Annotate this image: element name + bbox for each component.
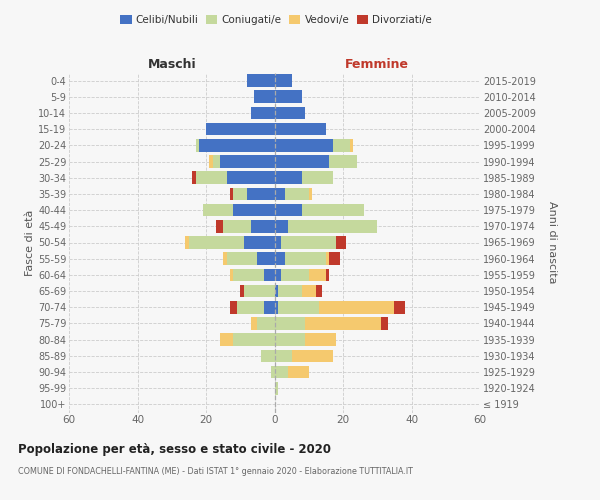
Bar: [278, 301, 319, 314]
Bar: [275, 172, 302, 184]
Bar: [227, 252, 257, 265]
Bar: [275, 382, 278, 394]
Text: Femmine: Femmine: [345, 58, 409, 71]
Bar: [185, 236, 189, 249]
Bar: [220, 334, 233, 346]
Y-axis label: Anni di nascita: Anni di nascita: [547, 201, 557, 283]
Text: Popolazione per età, sesso e stato civile - 2020: Popolazione per età, sesso e stato civil…: [18, 442, 331, 456]
Bar: [275, 106, 305, 120]
Bar: [193, 172, 196, 184]
Bar: [213, 155, 220, 168]
Bar: [244, 236, 275, 249]
Bar: [292, 350, 333, 362]
Bar: [203, 204, 233, 216]
Bar: [189, 236, 244, 249]
Bar: [326, 252, 329, 265]
Bar: [247, 188, 275, 200]
Text: COMUNE DI FONDACHELLI-FANTINA (ME) - Dati ISTAT 1° gennaio 2020 - Elaborazione T: COMUNE DI FONDACHELLI-FANTINA (ME) - Dat…: [18, 468, 413, 476]
Bar: [230, 188, 233, 200]
Bar: [275, 301, 278, 314]
Bar: [275, 123, 326, 136]
Bar: [209, 155, 213, 168]
Bar: [309, 268, 326, 281]
Bar: [329, 155, 356, 168]
Bar: [275, 252, 285, 265]
Bar: [206, 123, 275, 136]
Bar: [275, 155, 329, 168]
Bar: [227, 172, 275, 184]
Bar: [233, 268, 264, 281]
Bar: [302, 285, 316, 298]
Bar: [394, 301, 404, 314]
Bar: [275, 204, 302, 216]
Bar: [319, 301, 394, 314]
Bar: [247, 74, 275, 87]
Bar: [326, 268, 329, 281]
Bar: [288, 366, 309, 378]
Bar: [285, 252, 326, 265]
Bar: [275, 317, 305, 330]
Bar: [278, 285, 302, 298]
Bar: [275, 90, 302, 103]
Bar: [275, 285, 278, 298]
Bar: [233, 334, 275, 346]
Bar: [237, 301, 264, 314]
Bar: [196, 139, 199, 151]
Bar: [199, 139, 275, 151]
Bar: [216, 220, 223, 232]
Legend: Celibi/Nubili, Coniugati/e, Vedovi/e, Divorziati/e: Celibi/Nubili, Coniugati/e, Vedovi/e, Di…: [118, 12, 434, 27]
Bar: [223, 252, 227, 265]
Bar: [251, 220, 275, 232]
Bar: [261, 350, 275, 362]
Bar: [275, 188, 285, 200]
Bar: [316, 285, 322, 298]
Bar: [275, 268, 281, 281]
Bar: [220, 155, 275, 168]
Bar: [254, 90, 275, 103]
Bar: [275, 236, 281, 249]
Bar: [380, 317, 388, 330]
Bar: [251, 106, 275, 120]
Bar: [251, 317, 257, 330]
Bar: [275, 74, 292, 87]
Text: Maschi: Maschi: [148, 58, 196, 71]
Bar: [244, 285, 275, 298]
Bar: [233, 204, 275, 216]
Bar: [305, 317, 380, 330]
Bar: [275, 334, 305, 346]
Bar: [271, 366, 275, 378]
Bar: [350, 139, 353, 151]
Bar: [275, 350, 292, 362]
Y-axis label: Fasce di età: Fasce di età: [25, 210, 35, 276]
Bar: [233, 188, 247, 200]
Bar: [281, 236, 336, 249]
Bar: [275, 366, 288, 378]
Bar: [230, 268, 233, 281]
Bar: [230, 301, 237, 314]
Bar: [329, 252, 340, 265]
Bar: [264, 268, 275, 281]
Bar: [264, 301, 275, 314]
Bar: [309, 188, 312, 200]
Bar: [196, 172, 227, 184]
Bar: [305, 334, 336, 346]
Bar: [302, 204, 364, 216]
Bar: [281, 268, 309, 281]
Bar: [257, 317, 275, 330]
Bar: [285, 188, 309, 200]
Bar: [333, 139, 350, 151]
Bar: [288, 220, 377, 232]
Bar: [257, 252, 275, 265]
Bar: [240, 285, 244, 298]
Bar: [302, 172, 333, 184]
Bar: [275, 220, 288, 232]
Bar: [275, 139, 333, 151]
Bar: [336, 236, 346, 249]
Bar: [223, 220, 251, 232]
